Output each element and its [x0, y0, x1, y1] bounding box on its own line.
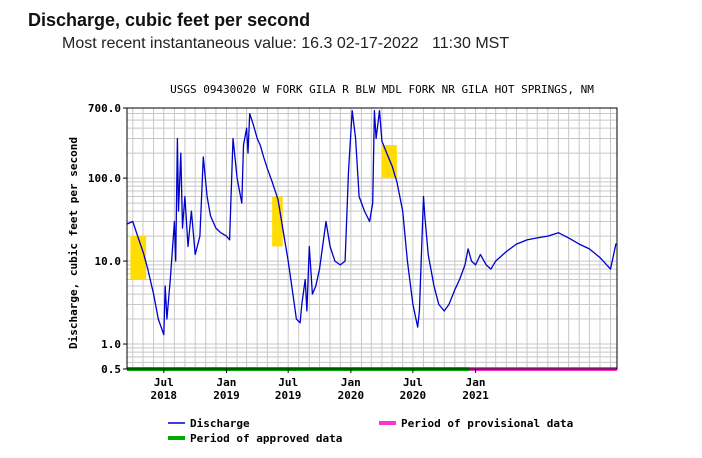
- ice-period-shade: [272, 196, 283, 247]
- x-tick-year: 2020: [400, 389, 427, 402]
- y-tick-label: 0.5: [101, 363, 121, 376]
- x-tick-year: 2020: [338, 389, 365, 402]
- y-axis-label: Discharge, cubic feet per second: [67, 137, 80, 349]
- legend-provisional-label: Period of provisional data: [401, 417, 573, 430]
- x-tick-label: Jul: [154, 376, 174, 389]
- ice-period-shade: [130, 236, 147, 280]
- chart-title: USGS 09430020 W FORK GILA R BLW MDL FORK…: [170, 83, 594, 96]
- x-tick-label: Jan: [466, 376, 486, 389]
- x-tick-year: 2018: [151, 389, 178, 402]
- y-tick-label: 1.0: [101, 338, 121, 351]
- x-tick-year: 2021: [462, 389, 489, 402]
- y-tick-label: 700.0: [88, 102, 121, 115]
- x-tick-year: 2019: [275, 389, 302, 402]
- recent-value-text: Most recent instantaneous value: 16.3 02…: [62, 35, 510, 52]
- y-tick-label: 100.0: [88, 172, 121, 185]
- x-tick-label: Jan: [341, 376, 361, 389]
- legend-discharge-label: Discharge: [190, 417, 250, 430]
- x-tick-label: Jul: [403, 376, 423, 389]
- plot-area: [127, 108, 617, 369]
- y-tick-label: 10.0: [95, 255, 122, 268]
- x-tick-label: Jul: [278, 376, 298, 389]
- chart-heading: Discharge, cubic feet per second: [28, 10, 311, 30]
- x-tick-label: Jan: [217, 376, 237, 389]
- legend-approved-label: Period of approved data: [190, 432, 342, 445]
- x-tick-year: 2019: [213, 389, 240, 402]
- plot-frame: [126, 107, 618, 370]
- series-discharge: [126, 110, 617, 336]
